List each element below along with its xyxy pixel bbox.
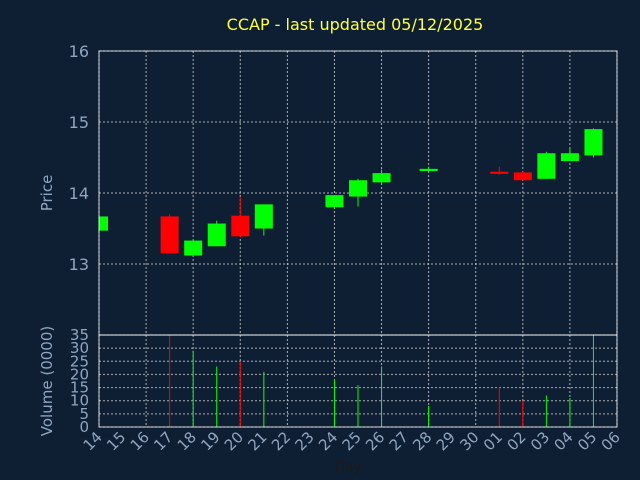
price-tick-label: 16 [69,42,89,61]
candle-body [254,204,273,229]
volume-tick-label: 10 [70,392,89,410]
volume-tick-label: 25 [70,352,89,370]
day-tick-label: 26 [362,428,388,454]
candle-body [490,171,509,174]
price-tick-label: 15 [69,113,89,132]
candle-body [325,195,344,208]
candle-body [184,240,203,256]
volume-tick-label: 0 [79,418,89,436]
candle-body [207,223,226,247]
day-axis-ticks: 1415161718192021222324252627282930010203… [80,428,624,454]
candle-body [372,173,391,183]
day-tick-label: 04 [551,428,577,454]
volume-bars [169,335,594,427]
day-tick-label: 22 [268,428,294,454]
volume-tick-label: 20 [70,365,89,383]
price-candles [98,128,603,257]
day-axis-label: Day [334,459,362,475]
volume-tick-label: 35 [70,326,89,344]
day-tick-label: 19 [197,428,223,454]
candle-body [231,215,250,237]
day-tick-label: 25 [339,428,365,454]
day-tick-label: 18 [174,428,200,454]
volume-axis-label: Volume (0000) [38,326,56,436]
price-tick-label: 14 [69,184,89,203]
day-tick-label: 15 [103,428,129,454]
day-tick-label: 28 [409,428,435,454]
chart-title: CCAP - last updated 05/12/2025 [227,15,484,34]
candle-body [419,168,438,171]
day-tick-label: 01 [480,428,506,454]
day-tick-label: 17 [150,428,176,454]
candle-body [537,153,556,179]
day-tick-label: 21 [244,428,270,454]
day-tick-label: 20 [221,428,247,454]
day-tick-label: 27 [386,428,412,454]
candle-body [560,153,579,162]
volume-tick-label: 5 [79,405,89,423]
volume-panel-frame [98,334,618,428]
day-tick-label: 03 [527,428,553,454]
price-axis-ticks: 13 14 15 16 [69,42,89,274]
candle-body [513,172,532,181]
day-tick-label: 23 [292,428,318,454]
day-tick-label: 16 [127,428,153,454]
price-axis-label: Price [38,175,56,212]
day-tick-label: 02 [503,428,529,454]
day-tick-label: 05 [574,428,600,454]
day-tick-label: 06 [598,428,624,454]
day-tick-label: 29 [433,428,459,454]
volume-tick-label: 30 [70,339,89,357]
candle-body [349,180,367,197]
day-tick-label: 30 [456,428,482,454]
candle-body [160,216,179,254]
candle-body [99,216,108,231]
price-tick-label: 13 [69,255,89,274]
volume-tick-label: 15 [70,379,89,397]
candle-body [584,129,603,156]
price-grid [98,50,618,335]
day-tick-label: 24 [315,428,341,454]
